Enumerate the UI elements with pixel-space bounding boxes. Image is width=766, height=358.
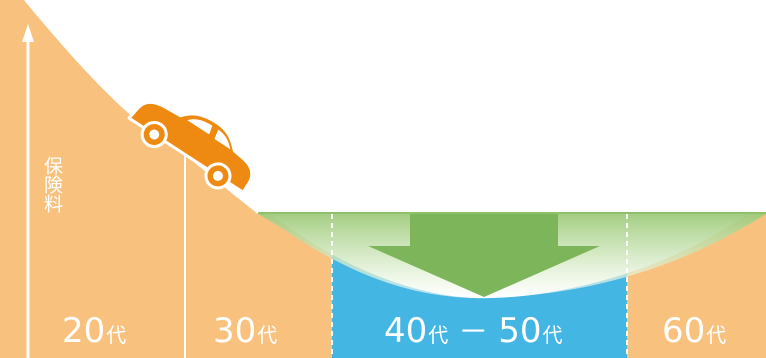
age-label-40s-50s: 40代－ 50代 (384, 314, 563, 348)
age-suffix: 代 (257, 323, 278, 347)
age-number-end: 50 (498, 311, 542, 351)
axis-arrow-icon (22, 24, 34, 358)
age-suffix: 代 (706, 323, 727, 347)
age-suffix: 代 (106, 323, 127, 347)
age-label-60s: 60代 (662, 314, 726, 348)
age-suffix-start: 代 (428, 323, 449, 347)
car-icon (127, 100, 254, 194)
age-number: 20 (62, 311, 106, 351)
age-number: 30 (213, 311, 257, 351)
age-label-30s: 30代 (213, 314, 277, 348)
down-arrow-icon (368, 214, 600, 297)
y-axis-label: 保険料 (41, 156, 63, 213)
age-number-start: 40 (384, 311, 428, 351)
age-suffix-end: 代 (542, 323, 563, 347)
age-range-separator: － (458, 315, 489, 350)
age-label-20s: 20代 (62, 314, 126, 348)
age-number: 60 (662, 311, 706, 351)
